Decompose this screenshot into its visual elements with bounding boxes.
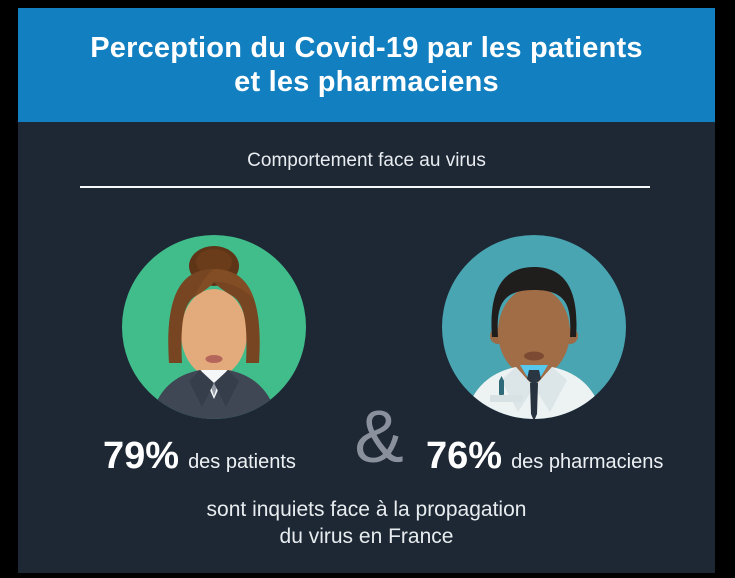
male-pharmacist-avatar-icon	[442, 235, 626, 419]
section-divider	[80, 186, 650, 188]
patient-avatar-icon	[122, 235, 306, 419]
page-title-line2: et les pharmaciens	[234, 66, 499, 98]
header-banner: Perception du Covid-19 par les patients …	[18, 8, 715, 122]
ampersand-separator: &	[354, 395, 404, 478]
pharmacist-stat: 76% des pharmaciens	[426, 435, 663, 478]
caption-line1: sont inquiets face à la propagation	[206, 498, 527, 521]
caption-line2: du virus en France	[279, 525, 454, 548]
content-area: Comportement face au virus	[18, 122, 715, 573]
patient-stat-label: des patients	[188, 451, 296, 473]
patient-stat: 79% des patients	[103, 435, 296, 478]
pharmacist-avatar-icon	[442, 235, 626, 419]
section-subtitle: Comportement face au virus	[247, 150, 486, 171]
pharmacist-stat-value: 76%	[426, 435, 503, 477]
page-title-line1: Perception du Covid-19 par les patients	[90, 32, 643, 64]
caption: sont inquiets face à la propagation du v…	[18, 496, 715, 550]
page-title: Perception du Covid-19 par les patients …	[90, 31, 643, 99]
female-patient-avatar-icon	[122, 235, 306, 419]
patient-stat-value: 79%	[103, 435, 180, 477]
pharmacist-stat-label: des pharmaciens	[511, 451, 664, 473]
